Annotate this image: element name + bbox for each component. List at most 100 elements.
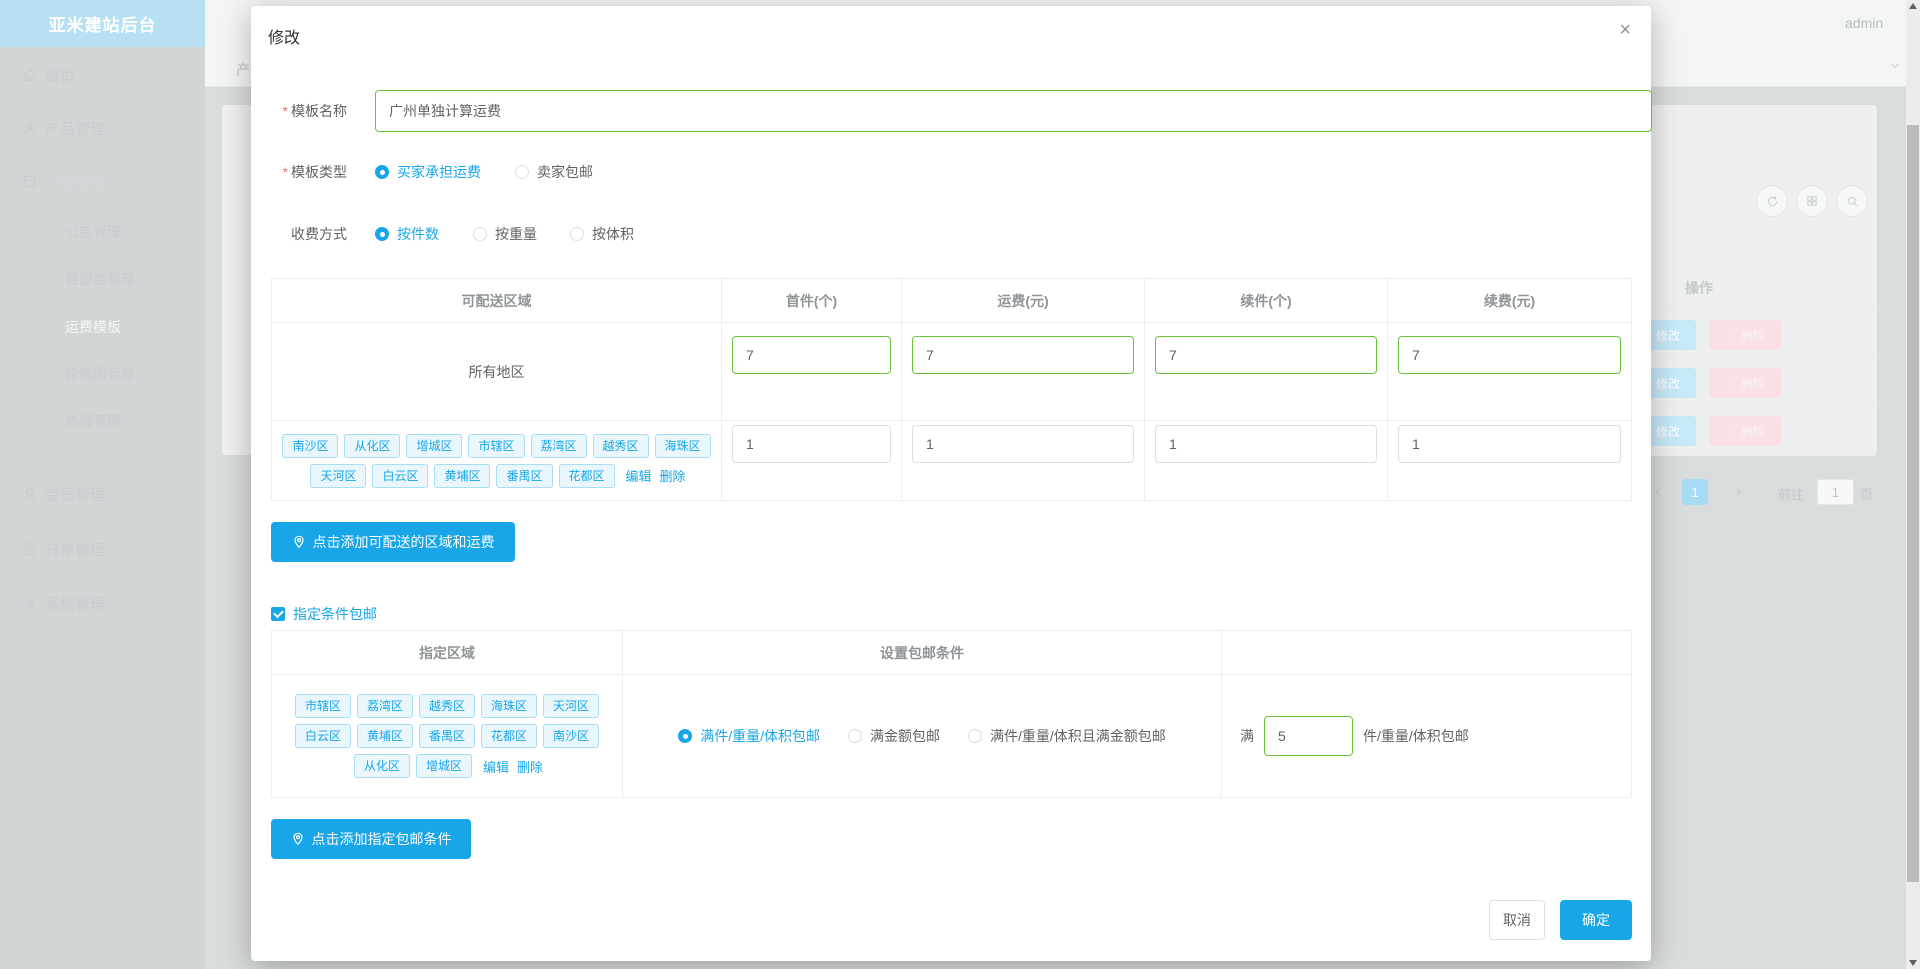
trash-icon xyxy=(1727,427,1734,435)
region-tag[interactable]: 南沙区 xyxy=(282,433,339,458)
first-fee-input[interactable] xyxy=(912,336,1134,374)
sidebar-item-products[interactable]: 产品管理 xyxy=(0,108,205,148)
region-tag[interactable]: 市辖区 xyxy=(468,433,525,458)
required-asterisk: * xyxy=(282,103,288,119)
region-tag[interactable]: 番禺区 xyxy=(418,724,475,748)
row-delete-button[interactable]: 删除 xyxy=(1709,368,1781,398)
sidebar-item-hot-search[interactable]: 热搜管理 xyxy=(0,401,205,441)
sidebar-item-pickup-points[interactable]: 自提点管理 xyxy=(0,259,205,299)
user-menu[interactable]: admin xyxy=(1845,15,1884,31)
pagination-next-icon[interactable]: › xyxy=(1736,483,1742,500)
search-icon-button[interactable] xyxy=(1836,185,1868,217)
radio-seller-free-shipping[interactable]: 卖家包邮 xyxy=(515,162,593,182)
region-tag[interactable]: 番禺区 xyxy=(496,463,553,488)
region-tag[interactable]: 海珠区 xyxy=(481,694,538,718)
additional-count-input[interactable] xyxy=(1155,425,1377,463)
template-name-input[interactable] xyxy=(375,90,1652,132)
region-tag[interactable]: 市辖区 xyxy=(294,694,351,718)
region-tag[interactable]: 天河区 xyxy=(543,694,600,718)
sidebar-item-label: 热搜管理 xyxy=(65,413,121,429)
location-pin-icon xyxy=(292,832,303,846)
location-pin-icon xyxy=(293,535,304,549)
radio-full-count-free[interactable]: 满件/重量/体积包邮 xyxy=(678,726,820,746)
scroll-up-icon[interactable] xyxy=(1909,3,1917,9)
add-free-shipping-condition-button[interactable]: 点击添加指定包邮条件 xyxy=(271,819,471,859)
sidebar-item-system[interactable]: 系统管理 xyxy=(0,583,205,623)
radio-dot xyxy=(848,729,862,743)
confirm-button[interactable]: 确定 xyxy=(1560,900,1632,940)
radio-buyer-pays-shipping[interactable]: 买家承担运费 xyxy=(375,162,481,182)
region-tag[interactable]: 增城区 xyxy=(406,433,463,458)
close-icon[interactable]: × xyxy=(1619,19,1631,41)
pagination-page-1[interactable]: 1 xyxy=(1682,479,1708,505)
column-header: 运费(元) xyxy=(901,278,1145,323)
column-header: 可配送区域 xyxy=(271,278,722,323)
row-delete-button[interactable]: 删除 xyxy=(1709,320,1781,350)
column-header: 指定区域 xyxy=(271,630,623,675)
region-tag[interactable]: 南沙区 xyxy=(543,724,600,748)
radio-dot xyxy=(515,165,529,179)
delete-regions-link[interactable]: 删除 xyxy=(659,469,686,484)
region-tag[interactable]: 增城区 xyxy=(415,754,472,778)
page-scrollbar[interactable] xyxy=(1906,0,1920,969)
region-tag[interactable]: 从化区 xyxy=(344,433,401,458)
sidebar-item-home[interactable]: 首页 xyxy=(0,55,205,95)
first-count-input[interactable] xyxy=(732,425,891,463)
radio-by-count[interactable]: 按件数 xyxy=(375,224,439,244)
add-region-fee-label: 点击添加可配送的区域和运费 xyxy=(312,534,495,550)
sidebar-item-members[interactable]: 会员管理 xyxy=(0,474,205,514)
additional-fee-input[interactable] xyxy=(1398,336,1621,374)
grid-columns-icon-button[interactable] xyxy=(1796,185,1828,217)
region-tag[interactable]: 越秀区 xyxy=(592,433,649,458)
scroll-down-icon[interactable] xyxy=(1909,960,1917,966)
refresh-icon-button[interactable] xyxy=(1756,185,1788,217)
radio-by-weight[interactable]: 按重量 xyxy=(473,224,537,244)
sidebar-item-carousel[interactable]: 轮播图管理 xyxy=(0,354,205,394)
region-tag[interactable]: 白云区 xyxy=(294,724,351,748)
edit-regions-link[interactable]: 编辑 xyxy=(483,759,510,775)
row-delete-button[interactable]: 删除 xyxy=(1709,416,1781,446)
region-tag[interactable]: 荔湾区 xyxy=(530,433,587,458)
add-region-fee-button[interactable]: 点击添加可配送的区域和运费 xyxy=(271,522,515,562)
shop-icon xyxy=(21,172,39,190)
table-row: 南沙区 从化区 增城区 市辖区 荔湾区 越秀区 海珠区 天河区 白云区 黄埔区 … xyxy=(271,420,1632,501)
region-tag[interactable]: 海珠区 xyxy=(654,433,711,458)
medal-icon xyxy=(21,485,39,503)
pagination-page-input[interactable] xyxy=(1817,479,1854,505)
cancel-button[interactable]: 取消 xyxy=(1489,900,1545,940)
pagination-prev-icon[interactable]: ‹ xyxy=(1655,483,1661,500)
conditional-free-shipping-checkbox[interactable]: 指定条件包邮 xyxy=(271,604,377,624)
radio-dot xyxy=(375,227,389,241)
region-tag[interactable]: 花都区 xyxy=(558,463,615,488)
sidebar-item-orders[interactable]: 订单管理 xyxy=(0,529,205,569)
sidebar-item-shipping-templates[interactable]: 运费模板 xyxy=(0,307,205,347)
delete-regions-link[interactable]: 删除 xyxy=(517,759,544,775)
region-tag[interactable]: 荔湾区 xyxy=(356,694,413,718)
region-tag[interactable]: 白云区 xyxy=(372,463,429,488)
column-header xyxy=(1221,630,1632,675)
radio-full-count-and-amount-free[interactable]: 满件/重量/体积且满金额包邮 xyxy=(968,726,1166,746)
free-shipping-threshold-input[interactable] xyxy=(1264,716,1353,756)
additional-count-input[interactable] xyxy=(1155,336,1377,374)
condition-options-cell: 满件/重量/体积包邮 满金额包邮 满件/重量/体积且满金额包邮 xyxy=(622,674,1222,798)
sidebar-item-store[interactable]: 门店管理 xyxy=(0,161,205,201)
column-header: 首件(个) xyxy=(721,278,902,323)
sidebar-item-announcements[interactable]: 公告管理 xyxy=(0,212,205,252)
region-tag[interactable]: 越秀区 xyxy=(418,694,475,718)
charge-method-label: 收费方式 xyxy=(291,226,347,242)
region-tag[interactable]: 黄埔区 xyxy=(356,724,413,748)
radio-full-amount-free[interactable]: 满金额包邮 xyxy=(848,726,940,746)
additional-fee-input[interactable] xyxy=(1398,425,1621,463)
region-tag[interactable]: 从化区 xyxy=(353,754,410,778)
background-partial-label: 产 xyxy=(236,62,250,78)
first-count-input[interactable] xyxy=(732,336,891,374)
region-tag[interactable]: 天河区 xyxy=(310,463,367,488)
region-tag[interactable]: 黄埔区 xyxy=(434,463,491,488)
edit-regions-link[interactable]: 编辑 xyxy=(625,469,652,484)
scrollbar-thumb[interactable] xyxy=(1907,125,1919,882)
region-tag[interactable]: 花都区 xyxy=(481,724,538,748)
radio-by-volume[interactable]: 按体积 xyxy=(570,224,634,244)
select-chevron-icon[interactable] xyxy=(1888,59,1902,73)
first-fee-input[interactable] xyxy=(912,425,1134,463)
radio-dot xyxy=(375,165,389,179)
